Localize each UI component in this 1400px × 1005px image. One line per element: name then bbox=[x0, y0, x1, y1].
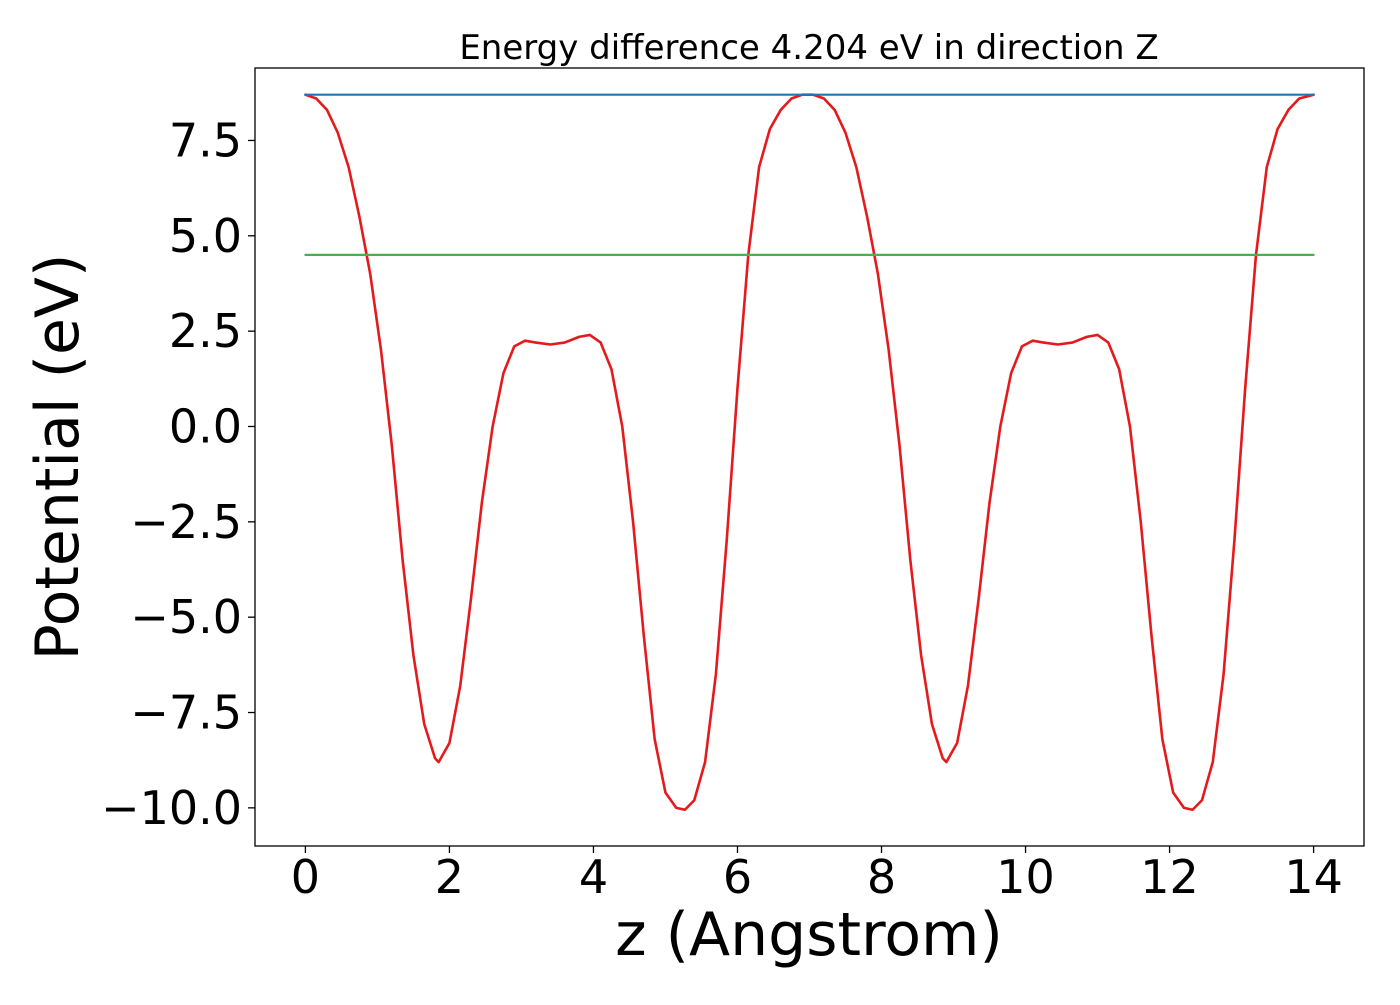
x-tick-label: 10 bbox=[996, 850, 1055, 904]
x-tick-label: 8 bbox=[867, 850, 896, 904]
y-axis-label: Potential (eV) bbox=[23, 254, 93, 661]
y-tick-label: 7.5 bbox=[169, 113, 242, 167]
y-tick-label: 5.0 bbox=[169, 209, 242, 263]
y-tick-label: 2.5 bbox=[169, 304, 242, 358]
plot-frame bbox=[254, 67, 1365, 847]
y-tick-label: −5.0 bbox=[130, 590, 242, 644]
y-tick-label: 0.0 bbox=[169, 399, 242, 453]
x-tick-label: 0 bbox=[291, 850, 320, 904]
y-tick-label: −2.5 bbox=[130, 495, 242, 549]
x-tick-label: 12 bbox=[1140, 850, 1199, 904]
x-tick-label: 2 bbox=[435, 850, 464, 904]
y-tick-label: −7.5 bbox=[130, 686, 242, 740]
plot-area bbox=[255, 68, 1364, 846]
x-tick-label: 4 bbox=[579, 850, 608, 904]
x-tick-label: 6 bbox=[723, 850, 752, 904]
x-axis-label: z (Angstrom) bbox=[615, 900, 1003, 970]
chart-title: Energy difference 4.204 eV in direction … bbox=[459, 28, 1158, 68]
y-tick-label: −10.0 bbox=[101, 781, 242, 835]
x-tick-label: 14 bbox=[1284, 850, 1343, 904]
